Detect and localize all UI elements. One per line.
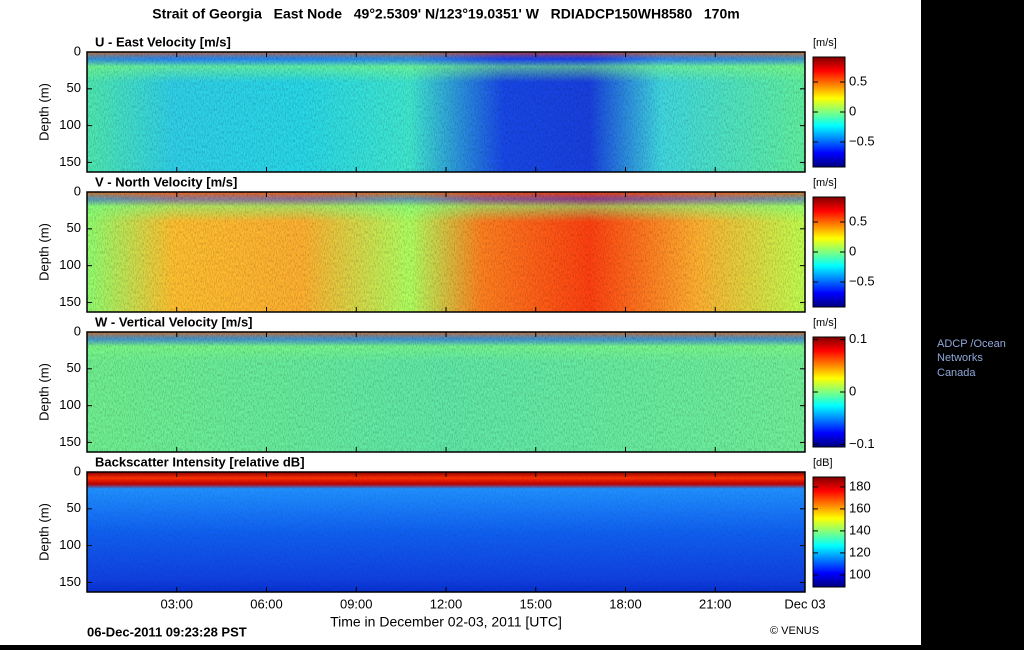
y-tick-label: 100 [59,117,81,132]
side-note: Networks [937,352,983,364]
figure-title: Strait of Georgia East Node 49°2.5309' N… [152,6,739,22]
y-tick-label: 150 [59,294,81,309]
y-tick-label: 100 [59,537,81,552]
colorbar-unit: [dB] [813,457,833,469]
colorbar-tick-label: 0.1 [849,331,867,346]
colorbar-tick-label: −0.5 [849,273,875,288]
colorbar [812,336,846,448]
side-note: ADCP /Ocean [937,338,1006,350]
panel-title: Backscatter Intensity [relative dB] [95,454,305,469]
panel-title: W - Vertical Velocity [m/s] [95,314,253,329]
colorbar [812,196,846,308]
colorbar-tick-label: 140 [849,522,871,537]
y-tick-label: 0 [74,323,81,338]
heatmap-texture [87,52,805,172]
heatmap-texture [87,332,805,452]
y-tick-label: 100 [59,257,81,272]
x-tick-label: 18:00 [609,596,642,611]
x-axis-label: Time in December 02-03, 2011 [UTC] [330,614,562,630]
x-tick-label: 15:00 [519,596,552,611]
colorbar-tick-label: 0 [849,383,856,398]
heatmap-texture [87,472,805,592]
y-axis-label: Depth (m) [36,83,51,141]
x-tick-label: 12:00 [430,596,463,611]
x-tick-label: Dec 03 [784,596,825,611]
y-tick-label: 150 [59,434,81,449]
colorbar-unit: [m/s] [813,177,837,189]
y-axis-label: Depth (m) [36,503,51,561]
y-tick-label: 50 [67,80,81,95]
colorbar-tick-label: 120 [849,544,871,559]
colorbar-tick-label: 0.5 [849,73,867,88]
x-tick-label: 09:00 [340,596,373,611]
y-tick-label: 100 [59,397,81,412]
colorbar-tick-label: −0.1 [849,436,875,451]
colorbar-tick-label: 100 [849,566,871,581]
panel-title: V - North Velocity [m/s] [95,174,237,189]
colorbar-tick-label: 0.5 [849,213,867,228]
x-tick-label: 03:00 [160,596,193,611]
colorbar-unit: [m/s] [813,317,837,329]
y-tick-label: 0 [74,463,81,478]
heatmap-texture [87,192,805,312]
colorbar-tick-label: 180 [849,478,871,493]
x-tick-label: 21:00 [699,596,732,611]
y-tick-label: 150 [59,154,81,169]
x-tick-label: 06:00 [250,596,283,611]
colorbar [812,476,846,588]
panel-title: U - East Velocity [m/s] [95,34,231,49]
colorbar-unit: [m/s] [813,37,837,49]
colorbar-tick-label: 0 [849,243,856,258]
timestamp: 06-Dec-2011 09:23:28 PST [87,624,247,639]
y-tick-label: 50 [67,220,81,235]
y-axis-label: Depth (m) [36,363,51,421]
side-note: Canada [937,367,976,379]
credit: © VENUS [770,625,819,637]
colorbar-tick-label: −0.5 [849,133,875,148]
y-tick-label: 50 [67,360,81,375]
y-tick-label: 50 [67,500,81,515]
y-tick-label: 0 [74,43,81,58]
y-tick-label: 150 [59,574,81,589]
y-axis-label: Depth (m) [36,223,51,281]
colorbar-tick-label: 160 [849,500,871,515]
y-tick-label: 0 [74,183,81,198]
colorbar-tick-label: 0 [849,103,856,118]
